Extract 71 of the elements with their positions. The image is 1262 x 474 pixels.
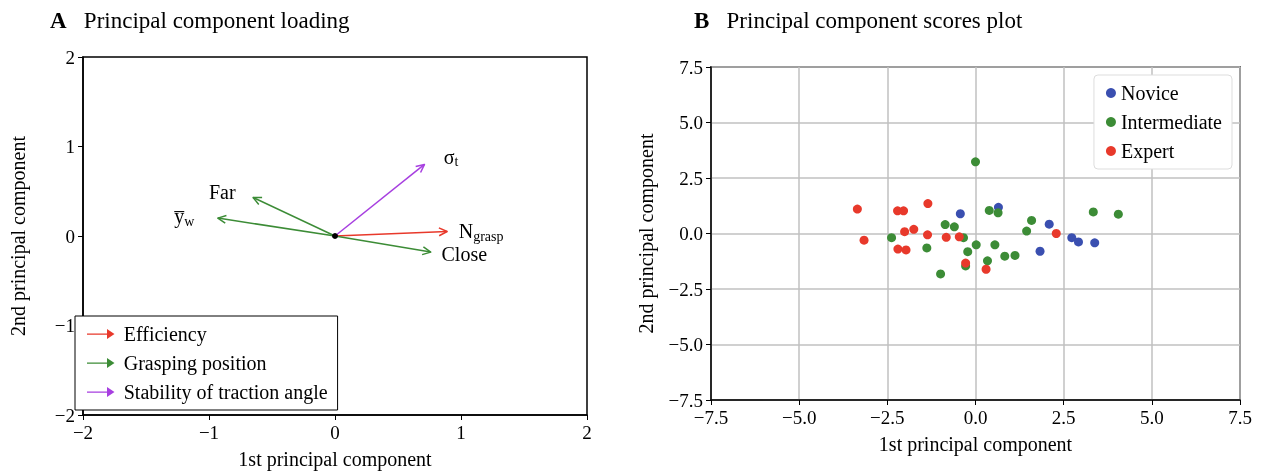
y-tick-label: 5.0 <box>679 112 703 133</box>
legend-label: Intermediate <box>1120 111 1223 133</box>
x-axis-title: 1st principal component <box>238 448 433 471</box>
point <box>941 232 951 242</box>
point <box>901 245 911 255</box>
x-tick-label: 0 <box>330 422 340 443</box>
chart-title: A Principal component loading <box>50 8 351 33</box>
legend-label: Efficiency <box>123 323 207 346</box>
point <box>852 204 862 214</box>
x-tick-label: −1 <box>198 422 220 443</box>
point <box>893 244 903 254</box>
point <box>1113 209 1123 219</box>
x-axis-title: 1st principal component <box>878 433 1073 456</box>
point <box>923 199 933 209</box>
point <box>1090 238 1100 248</box>
legend-label: Novice <box>1120 82 1179 104</box>
x-tick-label: 2.5 <box>1051 407 1076 428</box>
y-tick-label: −5.0 <box>668 334 703 355</box>
point <box>909 224 919 234</box>
point <box>971 240 981 250</box>
point <box>955 209 965 219</box>
y-tick-label: 0.0 <box>679 223 703 244</box>
point <box>922 243 932 253</box>
point <box>1073 237 1083 247</box>
point <box>1088 207 1098 217</box>
x-tick-label: 1 <box>456 422 466 443</box>
point <box>899 206 909 216</box>
chart-title: B Principal component scores plot <box>694 8 1023 33</box>
point <box>983 256 992 266</box>
point <box>859 235 869 245</box>
y-tick-label: 1 <box>65 136 75 157</box>
point <box>954 232 964 242</box>
point <box>963 247 973 257</box>
y-tick-label: 7.5 <box>679 56 703 78</box>
point <box>1044 219 1054 229</box>
point <box>940 220 950 230</box>
point <box>1022 226 1032 236</box>
y-axis-title: 2nd principal component <box>635 133 658 334</box>
legend-label: Grasping position <box>123 352 267 375</box>
y-axis-title: 2nd principal component <box>7 135 30 336</box>
point <box>1067 233 1077 243</box>
x-tick-label: 7.5 <box>1228 407 1252 428</box>
y-tick-label: −1 <box>54 315 75 336</box>
x-tick-label: 0.0 <box>963 407 988 428</box>
point <box>1027 215 1037 225</box>
legend-label: Stability of traction angle <box>123 381 328 404</box>
y-tick-label: −2.5 <box>668 278 703 300</box>
annotation: Close <box>441 243 488 266</box>
point <box>900 227 910 237</box>
x-tick-label: −5.0 <box>781 407 817 428</box>
point <box>993 208 1003 218</box>
point <box>1000 251 1010 261</box>
point <box>887 233 897 243</box>
point <box>990 240 1000 250</box>
point <box>949 222 959 232</box>
annotation: Far <box>208 181 236 204</box>
point <box>1010 250 1020 260</box>
y-tick-label: 0 <box>65 225 75 247</box>
point <box>1035 246 1045 256</box>
point <box>971 157 980 167</box>
point <box>1051 229 1061 238</box>
x-tick-label: −2.5 <box>870 407 905 428</box>
point <box>923 230 933 240</box>
point <box>936 269 946 279</box>
y-tick-label: 2 <box>65 46 75 68</box>
x-tick-label: 2 <box>582 422 592 443</box>
point <box>984 205 994 215</box>
y-tick-label: 2.5 <box>679 167 703 189</box>
point <box>981 264 991 274</box>
legend-label: Expert <box>1120 140 1175 163</box>
x-tick-label: 5.0 <box>1139 407 1164 428</box>
